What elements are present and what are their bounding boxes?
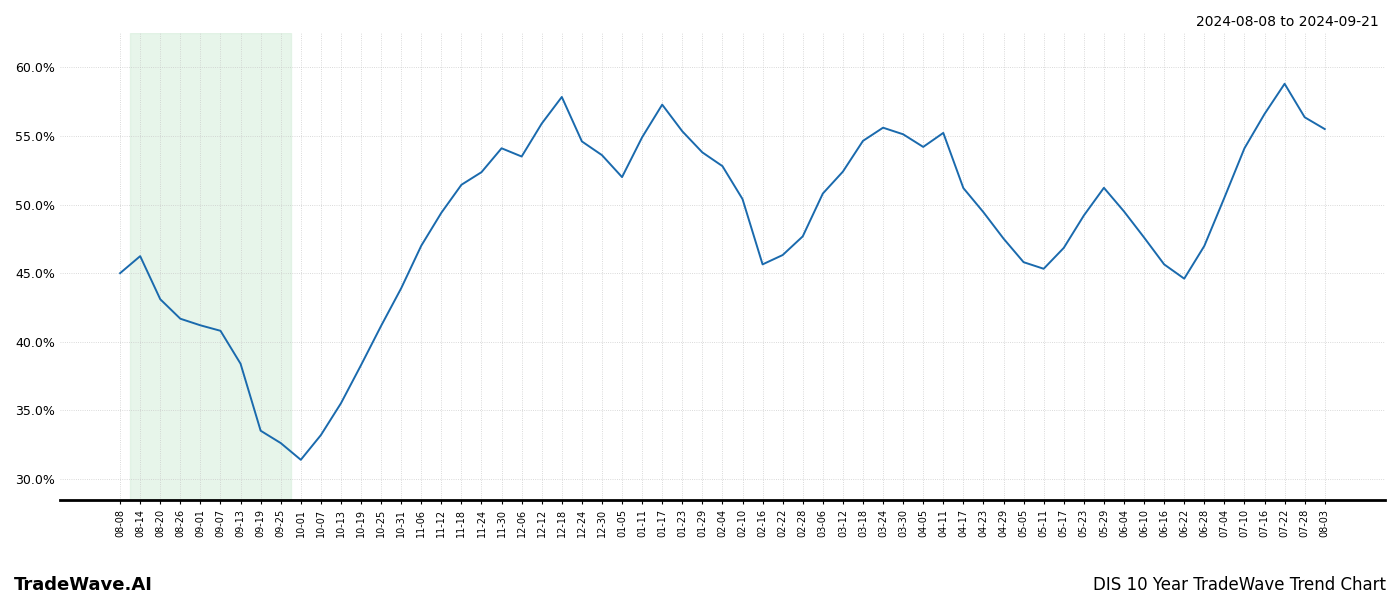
Text: 2024-08-08 to 2024-09-21: 2024-08-08 to 2024-09-21 xyxy=(1196,15,1379,29)
Text: TradeWave.AI: TradeWave.AI xyxy=(14,576,153,594)
Bar xyxy=(130,33,291,500)
Text: DIS 10 Year TradeWave Trend Chart: DIS 10 Year TradeWave Trend Chart xyxy=(1093,576,1386,594)
